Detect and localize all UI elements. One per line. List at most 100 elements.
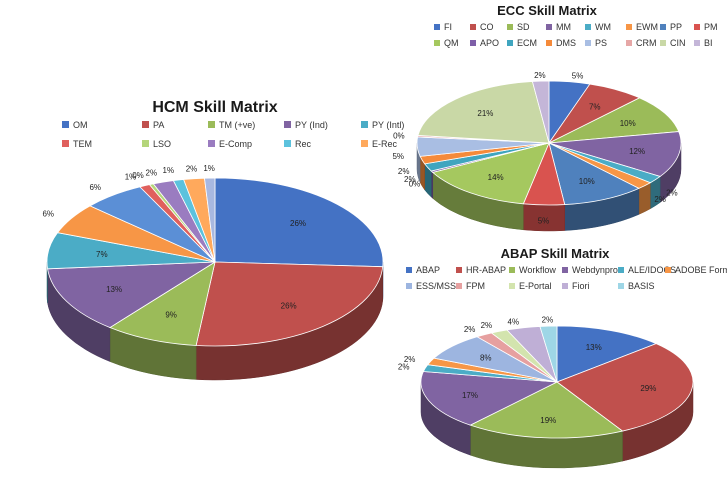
hcm-legend-swatch-py-ind (284, 121, 291, 128)
hcm-legend-swatch-lso (142, 140, 149, 147)
ecc-data-label-bi: 2% (534, 71, 546, 80)
abap-data-label-fiori: 4% (508, 317, 520, 326)
hcm-legend-label-e-rec: E-Rec (372, 139, 398, 149)
ecc-data-label-ps: 5% (392, 152, 404, 161)
abap-slice-workflow (469, 381, 624, 439)
abap-data-label-webdynpro: 17% (462, 391, 478, 400)
abap-legend-swatch-e-portal (509, 283, 515, 289)
hcm-slice-py-ind (47, 261, 217, 328)
ecc-slice-bi (531, 80, 550, 144)
abap-legend-label-webdynpro: Webdynpro (572, 265, 618, 275)
hcm-legend-label-py-intl: PY (Intl) (372, 120, 404, 130)
abap-slice-webdynpro (420, 371, 559, 426)
ecc-legend-label-pm: PM (704, 22, 718, 32)
hcm-legend-swatch-tem (62, 140, 69, 147)
ecc-chart-title: ECC Skill Matrix (497, 3, 597, 18)
hcm-legend-label-py-ind: PY (Ind) (295, 120, 328, 130)
ecc-legend-swatch-pm (694, 24, 700, 30)
hcm-skill-matrix-chart: HCM Skill Matrix OM PA TM (+ve) PY (Ind) PY … (42, 99, 564, 381)
ecc-legend-label-co: CO (480, 22, 494, 32)
ecc-data-label-ewm: 2% (654, 195, 666, 204)
hcm-legend-swatch-om (62, 121, 69, 128)
ecc-legend-label-ecm: ECM (517, 38, 537, 48)
abap-legend-label-fpm: FPM (466, 281, 485, 291)
abap-legend-swatch-adobe-forms (665, 267, 671, 273)
abap-legend-swatch-fpm (456, 283, 462, 289)
hcm-legend-swatch-pa (142, 121, 149, 128)
ecc-legend-swatch-co (470, 24, 476, 30)
ecc-legend-swatch-sd (507, 24, 513, 30)
ecc-legend-label-ewm: EWM (636, 22, 658, 32)
hcm-pie-tops (46, 177, 384, 347)
abap-legend-swatch-basis (618, 283, 624, 289)
ecc-legend-label-apo: APO (480, 38, 499, 48)
abap-legend-label-ess-mss: ESS/MSS (416, 281, 456, 291)
ecc-legend-swatch-ecm (507, 40, 513, 46)
hcm-data-label-pms: 6% (89, 183, 101, 192)
abap-pie-tops (420, 325, 694, 439)
hcm-data-label-lso: 0% (132, 171, 144, 180)
ecc-legend-swatch-cin (660, 40, 666, 46)
abap-data-label-hr-abap: 29% (640, 384, 656, 393)
abap-chart-title: ABAP Skill Matrix (501, 246, 611, 261)
hcm-slice-pa (195, 261, 384, 347)
hcm-data-label-e-comp: 2% (146, 168, 158, 177)
ecc-pie: 5%7%10%12%2%2%10%5%14%0%2%2%5%0%21%2% (392, 71, 682, 232)
hcm-data-label-rec: 1% (163, 166, 175, 175)
ecc-legend-swatch-wm (585, 24, 591, 30)
hcm-legend-swatch-rec (284, 140, 291, 147)
abap-legend-label-basis: BASIS (628, 281, 655, 291)
ecc-data-label-crm: 0% (393, 132, 405, 141)
ecc-pie-tops (416, 80, 682, 206)
abap-legend-label-abap: ABAP (416, 265, 440, 275)
abap-slice-hr-abap (556, 343, 694, 432)
ecc-legend-label-wm: WM (595, 22, 611, 32)
ecc-skill-matrix-chart: ECC Skill Matrix FI CO SD MM WM EWM PP PM QM APO E… (392, 3, 718, 232)
ecc-data-label-mm: 12% (629, 147, 645, 156)
ecc-slice-pp (548, 142, 640, 205)
hcm-pie: 26%26%9%13%7%6%6%1%0% 2% 1% 2% 1% (42, 164, 384, 381)
ecc-data-label-cin: 21% (477, 109, 493, 118)
abap-data-label-basis: 2% (542, 315, 554, 324)
ecc-data-label-dms: 2% (398, 167, 410, 176)
ecc-legend-label-ps: PS (595, 38, 607, 48)
ecc-legend: FI CO SD MM WM EWM PP PM QM APO ECM DMS PS CRM CIN BI (434, 22, 718, 48)
ecc-data-label-ecm: 2% (404, 175, 416, 184)
hcm-data-label-trvl: 6% (42, 209, 54, 218)
ecc-slice-mm (548, 131, 682, 177)
ecc-legend-swatch-dms (546, 40, 552, 46)
ecc-legend-label-mm: MM (556, 22, 571, 32)
hcm-data-label-e-rec: 2% (186, 165, 198, 174)
abap-legend-swatch-ale-idocs (618, 267, 624, 273)
abap-legend-swatch-ess-mss (406, 283, 412, 289)
hcm-legend-label-rec: Rec (295, 139, 312, 149)
abap-legend: ABAP HR-ABAP Workflow Webdynpro ALE/IDOCSADO… (406, 265, 727, 291)
hcm-legend-label-e-comp: E-Comp (219, 139, 252, 149)
ecc-slice-sd (548, 97, 680, 144)
hcm-legend-label-tem: TEM (73, 139, 92, 149)
ecc-legend-swatch-ps (585, 40, 591, 46)
hcm-legend-swatch-tm-ve (208, 121, 215, 128)
abap-slice-abap (556, 325, 658, 383)
ecc-data-label-wm: 2% (666, 188, 678, 197)
hcm-data-label-pa: 26% (281, 302, 297, 311)
ecc-legend-label-qm: QM (444, 38, 459, 48)
ecc-legend-swatch-qm (434, 40, 440, 46)
ecc-data-labels: 5%7%10%12%2%2%10%5%14%0%2%2%5%0%21%2% (392, 71, 677, 225)
ecc-data-label-co: 7% (589, 103, 601, 112)
abap-legend-label-ale-idocs: ALE/IDOCS (628, 265, 676, 275)
ecc-legend-swatch-ewm (626, 24, 632, 30)
ecc-legend-label-sd: SD (517, 22, 530, 32)
hcm-slice-om (214, 177, 384, 268)
abap-slice-basis (539, 325, 558, 383)
abap-data-label-ale-idocs: 2% (398, 362, 410, 371)
ecc-slice-cin (417, 81, 550, 144)
abap-data-label-abap: 13% (586, 343, 602, 352)
ecc-data-label-sd: 10% (620, 119, 636, 128)
abap-legend-swatch-workflow (509, 267, 515, 273)
hcm-data-label-om: 26% (290, 219, 306, 228)
hcm-legend-swatch-e-rec (361, 140, 368, 147)
ecc-legend-swatch-bi (694, 40, 700, 46)
abap-legend-swatch-hr-abap (456, 267, 462, 273)
ecc-legend-swatch-fi (434, 24, 440, 30)
